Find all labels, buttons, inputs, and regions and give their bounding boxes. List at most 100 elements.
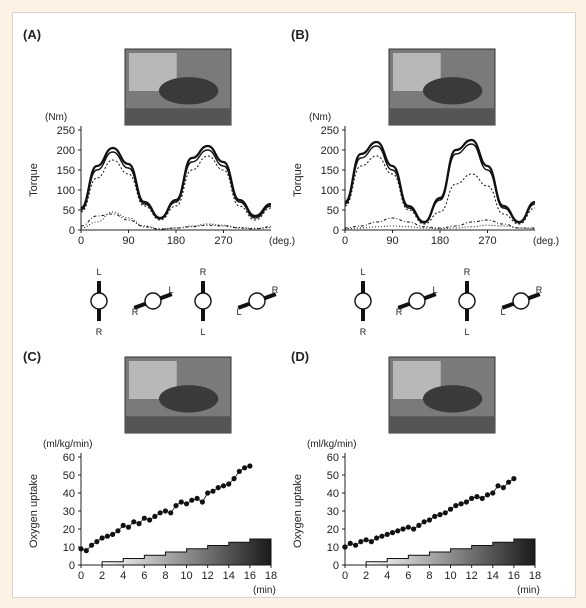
oxygen-uptake-point [479, 495, 485, 501]
y-tick-label: 0 [333, 560, 339, 572]
y-axis-title: Torque [292, 163, 304, 197]
y-tick-label: 50 [63, 205, 75, 217]
oxygen-uptake-point [379, 533, 385, 539]
y-unit-label: (Nm) [45, 112, 67, 123]
pedal-label-left: L [236, 307, 241, 317]
torque-series-4 [344, 217, 535, 229]
crank-position-icon: RL [194, 267, 212, 337]
oxygen-uptake-point [347, 540, 353, 546]
y-tick-label: 60 [63, 452, 75, 464]
crank-circle [354, 292, 372, 310]
y-tick-label: 50 [327, 205, 339, 217]
oxygen-uptake-point [495, 483, 501, 489]
oxygen-uptake-point [141, 515, 147, 521]
x-tick-label: 0 [78, 235, 84, 247]
y-tick-label: 10 [327, 542, 339, 554]
oxygen-uptake-point [511, 476, 517, 482]
y-tick-label: 150 [321, 165, 339, 177]
oxygen-uptake-point [152, 513, 158, 519]
oxygen-uptake-point [247, 463, 253, 469]
y-tick-label: 250 [57, 125, 75, 137]
x-tick-label: 10 [180, 570, 192, 582]
oxygen-uptake-point [389, 530, 396, 536]
oxygen-uptake-point [358, 539, 364, 545]
y-tick-label: 150 [57, 165, 75, 177]
x-tick-label: 2 [363, 570, 369, 582]
oxygen-uptake-line [344, 478, 515, 548]
workload-staircase [365, 538, 536, 566]
pedal-arm-bottom [465, 309, 469, 321]
photo-floor [389, 108, 495, 125]
oxygen-uptake-point [215, 485, 221, 491]
oxygen-uptake-point [205, 490, 211, 496]
photo-floor [125, 416, 231, 433]
y-tick-label: 40 [63, 488, 75, 500]
y-tick-label: 10 [63, 542, 75, 554]
y-tick-label: 0 [333, 225, 339, 237]
torque-series-4 [80, 213, 272, 230]
photo-rider [422, 385, 483, 413]
y-axis-title: Oxygen uptake [28, 474, 40, 548]
y-tick-label: 50 [63, 470, 75, 482]
pedal-label-right: R [272, 285, 279, 295]
oxygen-uptake-point [199, 499, 205, 505]
oxygen-uptake-point [136, 521, 142, 527]
torque-series-2 [80, 149, 272, 220]
panel-c: (C) 0 10 20 30 40 50 60 0 2 4 6 8 10 12 14 16 18 (ml/kg/mi… [23, 349, 277, 596]
panel-letter: (A) [23, 27, 41, 42]
oxygen-uptake-point [342, 544, 348, 550]
torque-series-3 [344, 155, 536, 225]
y-tick-label: 200 [321, 145, 339, 157]
oxygen-uptake-point [384, 531, 390, 537]
pedal-label-bottom: L [200, 327, 205, 337]
oxygen-uptake-point [400, 526, 406, 532]
pedal-arm-top [361, 281, 365, 293]
oxygen-uptake-point [231, 476, 237, 482]
pedal-arm-top [201, 281, 205, 293]
oxygen-uptake-point [94, 539, 100, 545]
photo-rider [422, 77, 483, 105]
torque-series-5 [80, 211, 272, 230]
oxygen-uptake-point [363, 537, 369, 543]
pedal-label-top: R [200, 267, 207, 277]
pedal-arm-bottom [361, 309, 365, 321]
oxygen-uptake-point [194, 495, 200, 501]
oxygen-uptake-point [490, 490, 496, 496]
pedal-label-bottom: R [360, 327, 367, 337]
oxygen-uptake-point [395, 528, 401, 534]
oxygen-uptake-point [178, 499, 184, 505]
x-tick-label: 18 [265, 570, 277, 582]
torque-series-3 [80, 155, 272, 221]
oxygen-uptake-point [210, 488, 216, 494]
oxygen-uptake-point [474, 494, 480, 500]
pedal-label-right: L [432, 285, 437, 295]
panel-letter: (D) [291, 349, 309, 364]
y-tick-label: 20 [327, 524, 339, 536]
x-tick-label: 180 [431, 235, 449, 247]
y-unit-label: (ml/kg/min) [307, 439, 356, 450]
oxygen-uptake-point [157, 510, 163, 516]
photo-rider-ergometer [388, 48, 496, 126]
pedal-arm-left [133, 301, 147, 310]
oxygen-uptake-point [411, 526, 417, 532]
oxygen-uptake-point [437, 512, 443, 518]
x-tick-label: 14 [223, 570, 235, 582]
y-tick-label: 100 [57, 185, 75, 197]
oxygen-uptake-point [458, 501, 464, 507]
crank-position-icon: LR [500, 285, 542, 317]
crank-position-icon: RL [132, 285, 174, 317]
pedal-label-top: R [464, 267, 471, 277]
oxygen-uptake-point [220, 483, 227, 489]
pedal-label-right: L [168, 285, 173, 295]
pedal-label-left: L [500, 307, 505, 317]
x-tick-label: 2 [99, 570, 105, 582]
x-unit-label: (min) [517, 585, 540, 596]
panel-a: (A) 0 50 100 150 200 250 0 90 180 270 (Nm) (deg.) Tor… [23, 27, 295, 337]
oxygen-uptake-point [110, 531, 116, 537]
x-tick-label: 6 [405, 570, 411, 582]
panel-b: (B) 0 50 100 150 200 250 0 90 180 270 (Nm) (deg.) Tor… [291, 27, 559, 337]
oxygen-uptake-point [147, 517, 153, 523]
oxygen-uptake-point [447, 506, 454, 512]
figure-panel: (A) 0 50 100 150 200 250 0 90 180 270 (Nm) (deg.) Tor… [12, 12, 576, 598]
y-tick-label: 0 [69, 225, 75, 237]
